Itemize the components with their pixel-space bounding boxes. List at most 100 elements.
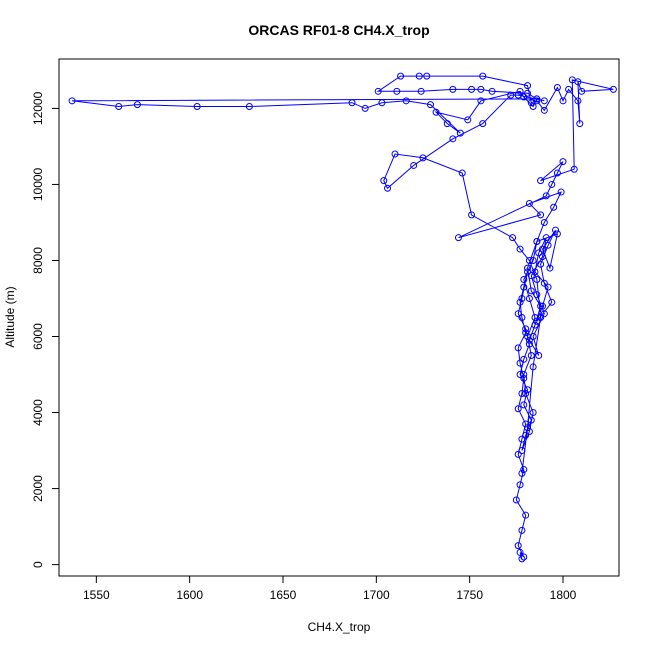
data-point (559, 158, 567, 166)
data-point (559, 97, 567, 105)
data-point (552, 226, 560, 234)
data-point (525, 199, 533, 207)
data-point (525, 340, 533, 348)
data-point (533, 95, 541, 103)
data-point (542, 192, 550, 200)
data-point (415, 72, 423, 80)
data-point (537, 211, 545, 219)
data-point (520, 401, 528, 409)
data-point (449, 85, 457, 93)
data-point (524, 386, 532, 394)
data-point (516, 371, 524, 379)
data-point (458, 169, 466, 177)
data-point (384, 184, 392, 192)
data-point (537, 260, 545, 268)
x-axis-label: CH4.X_trop (308, 620, 371, 634)
data-point (432, 108, 440, 116)
data-point (520, 371, 528, 379)
data-point (520, 553, 528, 561)
data-point (538, 245, 546, 253)
data-point (380, 177, 388, 185)
data-point (417, 87, 425, 95)
data-point (529, 103, 537, 111)
data-point (516, 87, 524, 95)
y-axis-label: Altitude (m) (3, 286, 17, 347)
data-point (479, 120, 487, 128)
data-point (68, 97, 76, 105)
data-point (245, 103, 253, 111)
y-tick-label: 4000 (31, 399, 45, 426)
data-point (524, 424, 532, 432)
data-point (479, 72, 487, 80)
data-point (533, 291, 541, 299)
data-point (115, 103, 123, 111)
data-point (524, 82, 532, 90)
data-point (525, 294, 533, 302)
data-point (527, 272, 535, 280)
data-point (456, 129, 464, 137)
data-point (518, 469, 526, 477)
data-point (374, 87, 382, 95)
data-point (527, 287, 535, 295)
data-point (514, 344, 522, 352)
data-point (518, 314, 526, 321)
data-point (348, 99, 356, 107)
data-point (553, 84, 561, 92)
data-point (535, 352, 543, 360)
data-point (524, 264, 532, 272)
data-point (548, 298, 556, 306)
data-point (578, 87, 586, 95)
data-point (529, 256, 537, 264)
data-point (464, 116, 472, 124)
data-point (527, 99, 535, 107)
data-point (537, 177, 545, 185)
data-point (520, 466, 528, 474)
data-point (553, 169, 561, 177)
data-point (477, 85, 485, 93)
data-point (507, 91, 515, 99)
data-point (449, 135, 457, 143)
x-tick-label: 1750 (456, 588, 483, 602)
data-point (544, 241, 552, 249)
data-point (557, 188, 565, 196)
y-tick-label: 2000 (31, 475, 45, 502)
data-point (516, 359, 524, 367)
data-point (516, 481, 524, 489)
data-point (514, 91, 522, 99)
data-point (522, 390, 530, 398)
data-point (540, 279, 548, 287)
data-point (393, 87, 401, 95)
data-point (518, 447, 526, 455)
data-point (518, 555, 526, 563)
data-point (514, 450, 522, 458)
data-point (524, 89, 532, 97)
data-point (468, 211, 476, 219)
data-point (538, 253, 546, 261)
data-point (527, 416, 535, 424)
data-point (477, 97, 485, 105)
data-point (529, 333, 537, 341)
y-tick-label: 10000 (31, 167, 45, 201)
data-point (538, 302, 546, 310)
series-layer (68, 72, 617, 563)
data-point (516, 548, 524, 556)
data-point (609, 85, 617, 93)
data-point (410, 161, 418, 169)
x-axis: 1550 1600 1650 1700 1750 1800 (83, 575, 577, 602)
data-point (516, 245, 524, 253)
data-point (522, 325, 530, 333)
data-point (574, 78, 582, 86)
data-point (514, 542, 522, 550)
x-tick-label: 1700 (363, 588, 390, 602)
data-point (524, 268, 532, 276)
data-point (533, 237, 541, 245)
data-point (193, 103, 201, 111)
data-point (520, 283, 528, 291)
data-point (535, 249, 543, 257)
data-point (553, 230, 561, 238)
data-point (529, 363, 537, 371)
data-point (378, 99, 386, 107)
data-point (397, 72, 405, 80)
data-point (402, 97, 410, 105)
